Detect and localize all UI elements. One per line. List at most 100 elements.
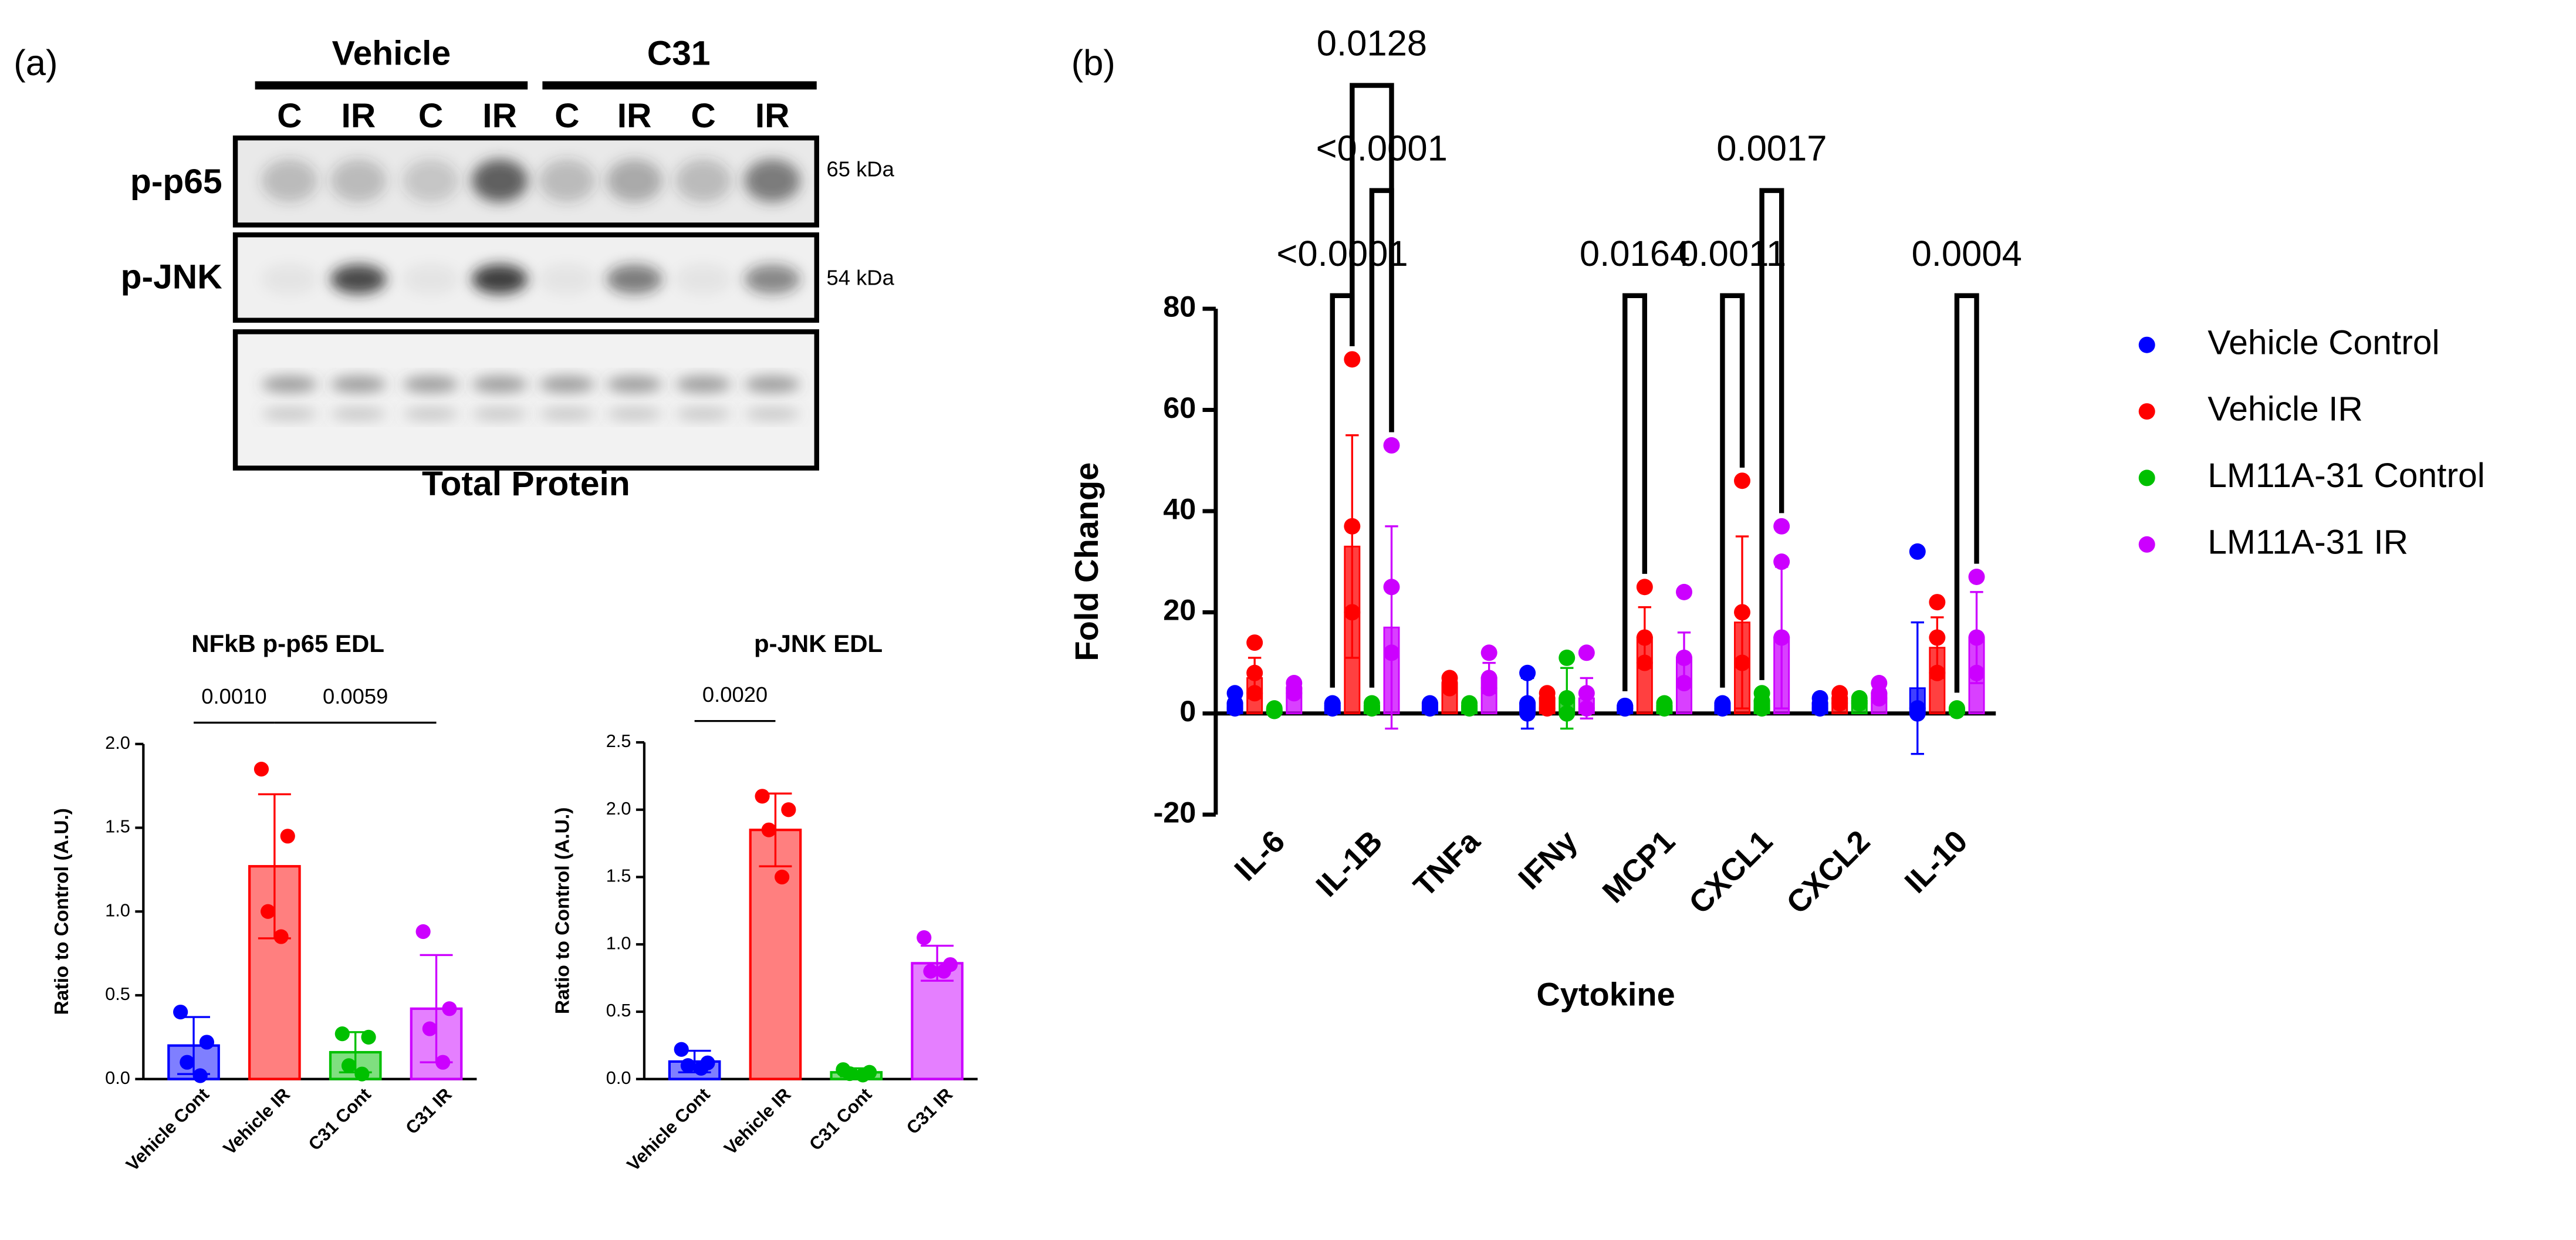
band xyxy=(744,376,800,393)
band xyxy=(606,407,662,421)
band xyxy=(472,376,528,393)
data-point xyxy=(280,829,295,844)
data-point xyxy=(1480,680,1497,697)
x-tick-label: TNFa xyxy=(1407,824,1487,904)
data-point xyxy=(1851,695,1868,712)
bracket xyxy=(1720,293,1745,688)
data-point xyxy=(1226,700,1243,717)
data-point xyxy=(1578,685,1595,702)
group-label: Vehicle xyxy=(332,35,451,73)
data-point xyxy=(755,789,770,804)
y-tick-label: 1.5 xyxy=(105,816,130,837)
band xyxy=(403,376,459,393)
lane-label: IR xyxy=(617,97,652,135)
data-point xyxy=(1246,685,1263,702)
p-value: 0.0128 xyxy=(1317,23,1427,64)
data-point xyxy=(1929,629,1946,646)
blot-bg xyxy=(235,332,817,468)
p-value: <0.0001 xyxy=(1276,234,1408,274)
data-point xyxy=(1461,700,1478,717)
band xyxy=(539,159,595,202)
legend-label: Vehicle Control xyxy=(2207,323,2439,361)
x-tick-label: IL-6 xyxy=(1228,824,1292,888)
data-point xyxy=(1578,644,1595,661)
chart: p-JNK EDL Ratio to Control (A.U.) 0.0 0.5 1.… xyxy=(552,630,978,1175)
lane-label: C xyxy=(418,97,443,135)
data-point xyxy=(1929,594,1946,611)
x-tick-label: Vehicle Cont xyxy=(623,1084,714,1175)
bracket xyxy=(1350,83,1394,433)
y-tick-label: 1.5 xyxy=(606,866,631,886)
bracket xyxy=(1759,188,1784,680)
x-tick-label: MCP1 xyxy=(1596,824,1682,910)
data-point xyxy=(1383,579,1400,596)
data-point xyxy=(1714,700,1731,717)
data-point xyxy=(1578,700,1595,717)
x-tick-label: Vehicle Cont xyxy=(122,1084,213,1175)
data-point xyxy=(435,1055,451,1070)
band xyxy=(606,264,662,294)
band xyxy=(403,159,459,202)
data-point xyxy=(674,1042,689,1057)
y-tick-label: 2.0 xyxy=(105,732,130,753)
p-value: 0.0059 xyxy=(323,684,388,708)
data-point xyxy=(923,964,938,979)
data-point xyxy=(199,1035,215,1050)
chart-title: p-JNK EDL xyxy=(754,630,883,657)
y-tick-label: 0 xyxy=(1179,694,1196,728)
band xyxy=(261,376,317,393)
data-point xyxy=(1617,700,1634,717)
data-point xyxy=(1871,690,1888,707)
group-label: C31 xyxy=(647,35,711,73)
data-point xyxy=(341,1058,357,1073)
data-point xyxy=(1559,649,1576,666)
x-axis-label: Cytokine xyxy=(1536,976,1675,1013)
x-tick-label: Vehicle IR xyxy=(720,1084,795,1159)
legend-marker xyxy=(2138,536,2155,553)
y-tick-label: 0.0 xyxy=(606,1067,631,1088)
band xyxy=(539,376,595,393)
p-value: 0.0011 xyxy=(1678,234,1786,274)
data-point xyxy=(1734,604,1751,621)
data-point xyxy=(1383,437,1400,454)
x-tick-label: Vehicle IR xyxy=(219,1084,294,1159)
data-point xyxy=(1773,553,1790,570)
chart-title: NFkB p-p65 EDL xyxy=(191,630,384,657)
data-point xyxy=(1676,649,1692,666)
y-axis-label: Fold Change xyxy=(1068,462,1105,661)
blot-frame xyxy=(232,135,819,228)
chart: NFkB p-p65 EDL Ratio to Control (A.U.) 0.0… xyxy=(51,630,477,1175)
x-tick-label: C31 IR xyxy=(401,1084,455,1138)
x-tick-label: IL-1B xyxy=(1310,824,1390,904)
legend-marker xyxy=(2138,403,2155,420)
lane-label: C xyxy=(691,97,715,135)
row-label: p-JNK xyxy=(121,258,222,296)
data-point xyxy=(1734,472,1751,489)
data-point xyxy=(1266,702,1283,719)
data-point xyxy=(1676,583,1692,600)
legend-label: LM11A-31 Control xyxy=(2207,457,2485,495)
band xyxy=(606,376,662,393)
band xyxy=(472,264,528,294)
blot-frame xyxy=(232,329,819,471)
band xyxy=(330,159,387,202)
data-point xyxy=(842,1066,857,1082)
band xyxy=(330,407,387,421)
band xyxy=(675,407,732,421)
band xyxy=(744,407,800,421)
data-point xyxy=(1909,705,1926,722)
y-tick-label: 20 xyxy=(1163,593,1196,627)
data-point xyxy=(1286,685,1303,702)
band xyxy=(606,159,662,202)
data-point xyxy=(1909,543,1926,560)
p-value: 0.0004 xyxy=(1912,234,2022,274)
y-tick-label: 2.5 xyxy=(606,731,631,751)
panel-label: (a) xyxy=(13,43,58,83)
data-point xyxy=(855,1067,871,1083)
chart: Fold Change Cytokine -20 0 20 40 60 80 IL-6 IL-1B… xyxy=(1068,23,2485,1013)
data-point xyxy=(917,930,932,945)
data-point xyxy=(1968,569,1985,586)
y-tick-label: 0.5 xyxy=(606,1000,631,1021)
y-tick-label: 1.0 xyxy=(606,932,631,953)
